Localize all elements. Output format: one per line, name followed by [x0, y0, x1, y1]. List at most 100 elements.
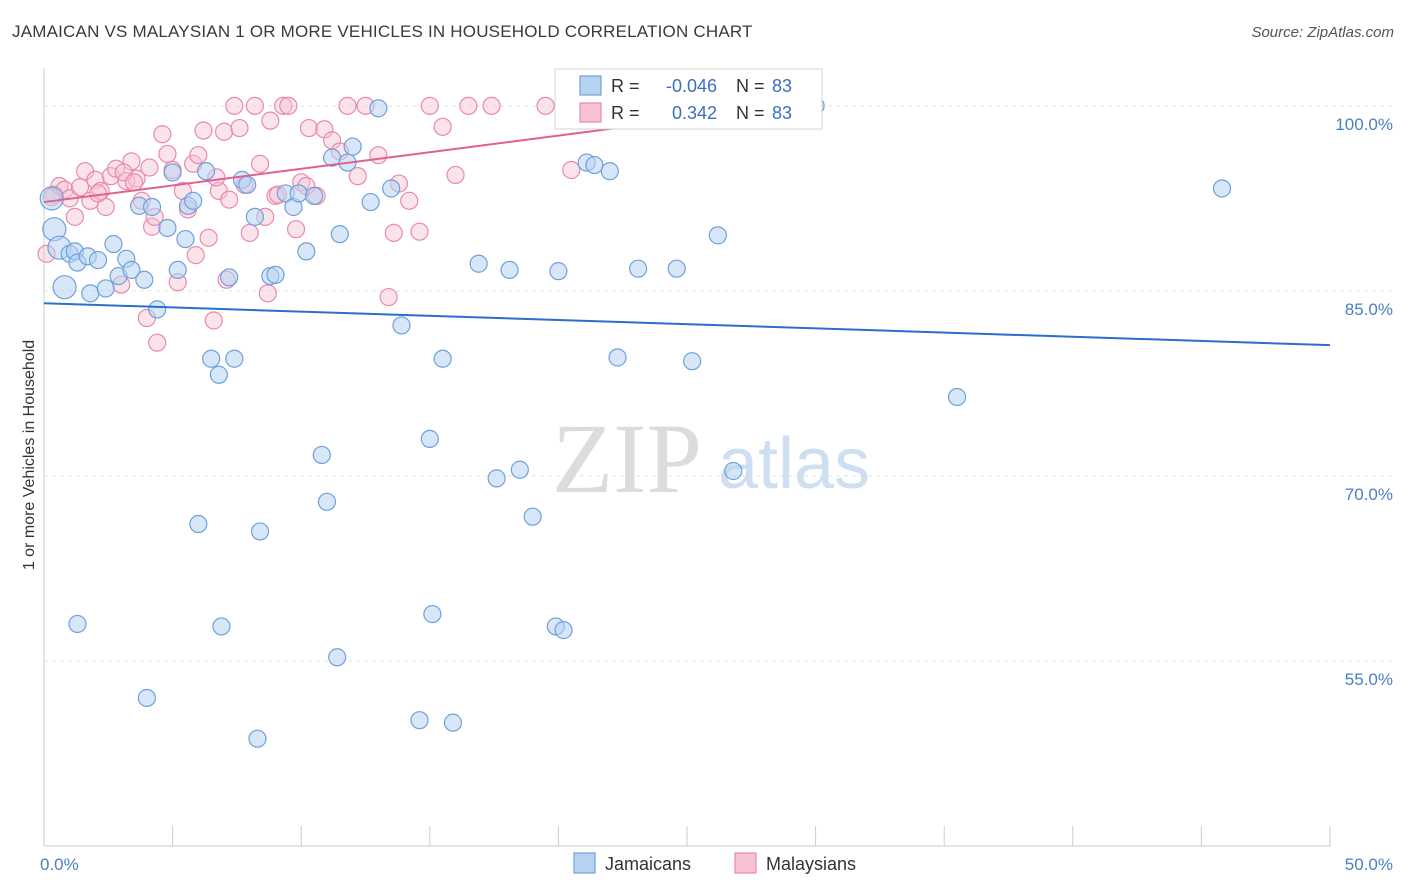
- malaysian-point: [379, 287, 398, 307]
- jamaican-point: [487, 469, 506, 488]
- legend-swatch-malaysians-bottom: [734, 852, 757, 874]
- malaysian-point: [338, 96, 357, 115]
- jamaican-point: [81, 284, 100, 303]
- jamaican-point: [39, 186, 64, 211]
- malaysian-point: [245, 96, 265, 115]
- legend-n-label-1: N =: [736, 76, 765, 96]
- malaysian-point: [86, 170, 105, 189]
- legend-r-label-2: R =: [611, 103, 640, 123]
- jamaican-point: [248, 729, 267, 748]
- legend-swatch-malaysians: [579, 102, 602, 123]
- malaysian-point: [220, 190, 239, 209]
- jamaican-point: [122, 260, 141, 280]
- malaysian-point: [459, 96, 478, 115]
- jamaican-point: [708, 226, 727, 245]
- jamaican-trend-line: [43, 302, 1331, 347]
- jamaican-point: [420, 429, 439, 449]
- jamaican-point: [266, 265, 285, 284]
- malaysian-point: [65, 207, 84, 226]
- jamaican-point: [629, 259, 648, 278]
- malaysian-point: [186, 246, 205, 265]
- malaysian-point: [225, 96, 244, 115]
- malaysian-point: [400, 191, 419, 210]
- jamaican-point: [433, 349, 452, 368]
- malaysian-point: [274, 96, 293, 115]
- malaysian-trend-line: [43, 119, 675, 204]
- axes: [43, 68, 1331, 847]
- legend-n-value-1: 83: [772, 76, 792, 96]
- malaysian-point: [536, 96, 555, 115]
- jamaican-point: [317, 492, 337, 511]
- jamaican-point: [410, 711, 429, 730]
- malaysian-point: [433, 117, 452, 136]
- malaysian-point: [204, 311, 223, 330]
- jamaican-point: [443, 713, 463, 732]
- malaysian-point: [562, 160, 581, 180]
- jamaican-point: [510, 460, 529, 479]
- jamaican-point: [382, 179, 401, 198]
- malaysian-point: [230, 118, 249, 138]
- jamaican-point: [104, 234, 123, 254]
- malaysian-point: [410, 222, 429, 241]
- jamaican-point: [158, 218, 177, 238]
- jamaican-point: [202, 349, 221, 368]
- jamaican-point: [196, 162, 216, 181]
- jamaican-point: [667, 259, 686, 278]
- trend-lines: [43, 119, 1331, 347]
- y-tick-label: 70.0%: [1345, 485, 1393, 504]
- malaysian-point: [70, 178, 90, 197]
- malaysian-point: [348, 167, 367, 186]
- jamaican-points: [39, 95, 1232, 748]
- jamaican-point: [184, 191, 203, 210]
- jamaican-point: [328, 648, 347, 667]
- malaysian-point: [148, 333, 167, 352]
- jamaican-point: [225, 349, 244, 368]
- malaysian-point: [140, 158, 159, 177]
- jamaican-point: [297, 242, 316, 261]
- jamaican-point: [683, 352, 702, 371]
- jamaican-point: [423, 604, 442, 624]
- chart-title: JAMAICAN VS MALAYSIAN 1 OR MORE VEHICLES…: [12, 22, 753, 41]
- jamaican-point: [549, 262, 568, 281]
- malaysian-point: [299, 118, 319, 138]
- x-tick-label: 50.0%: [1345, 855, 1393, 874]
- watermark: ZIP atlas: [552, 403, 870, 514]
- y-tick-label: 100.0%: [1335, 115, 1393, 134]
- jamaican-point: [163, 163, 182, 182]
- jamaican-point: [330, 225, 349, 244]
- x-tick-label: 0.0%: [40, 855, 79, 874]
- legend-swatch-jamaicans-bottom: [573, 852, 596, 874]
- jamaican-point: [212, 617, 231, 636]
- legend-n-value-2: 83: [772, 103, 792, 123]
- jamaican-point: [168, 260, 187, 280]
- jamaican-point: [469, 254, 488, 273]
- y-axis-label: 1 or more Vehicles in Household: [21, 340, 38, 570]
- jamaican-point: [209, 365, 228, 384]
- jamaican-point: [724, 461, 743, 481]
- jamaican-point: [88, 250, 108, 270]
- legend-r-value-2: 0.342: [672, 103, 717, 123]
- malaysian-point: [194, 121, 213, 140]
- malaysian-point: [482, 96, 501, 115]
- series-legend: Jamaicans Malaysians: [573, 852, 856, 874]
- jamaican-point: [189, 514, 208, 534]
- jamaican-point: [289, 184, 308, 203]
- jamaican-point: [176, 229, 195, 249]
- jamaican-point: [312, 445, 331, 465]
- y-tick-label: 85.0%: [1345, 300, 1393, 319]
- jamaican-point: [96, 279, 115, 298]
- source-label: Source: ZipAtlas.com: [1251, 24, 1394, 41]
- jamaican-point: [523, 507, 542, 526]
- jamaican-point: [947, 387, 967, 407]
- malaysian-point: [124, 173, 144, 192]
- jamaican-point: [68, 614, 87, 634]
- malaysian-point: [261, 111, 280, 130]
- malaysian-point: [153, 125, 172, 144]
- malaysian-point: [96, 197, 115, 217]
- watermark-atlas: atlas: [718, 424, 870, 504]
- jamaican-point: [238, 175, 257, 194]
- malaysian-point: [158, 144, 177, 164]
- legend-label-malaysians: Malaysians: [766, 854, 856, 874]
- jamaican-point: [250, 522, 270, 541]
